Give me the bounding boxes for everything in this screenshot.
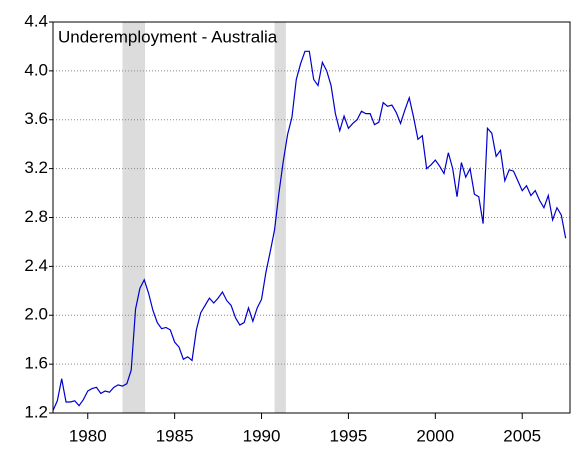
x-tick-label: 2000 — [416, 426, 454, 445]
y-tick-label: 1.6 — [24, 354, 48, 373]
y-tick-label: 1.2 — [24, 402, 48, 421]
y-tick-label: 4.4 — [24, 11, 48, 30]
plot-frame — [52, 21, 571, 414]
x-tick-label: 2005 — [503, 426, 541, 445]
y-tick-label: 2.8 — [24, 207, 48, 226]
y-tick-label: 2.0 — [24, 305, 48, 324]
y-tick-label: 3.6 — [24, 109, 48, 128]
x-tick-label: 1985 — [156, 426, 194, 445]
y-tick-label: 2.4 — [24, 256, 48, 275]
x-tick-label: 1995 — [330, 426, 368, 445]
chart-title: Underemployment - Australia — [58, 27, 278, 46]
y-tick-label: 3.2 — [24, 158, 48, 177]
data-line — [52, 50, 567, 411]
x-tick-label: 1990 — [243, 426, 281, 445]
x-tick-label: 1980 — [69, 426, 107, 445]
y-tick-label: 4.0 — [24, 60, 48, 79]
recession-band — [274, 22, 286, 413]
